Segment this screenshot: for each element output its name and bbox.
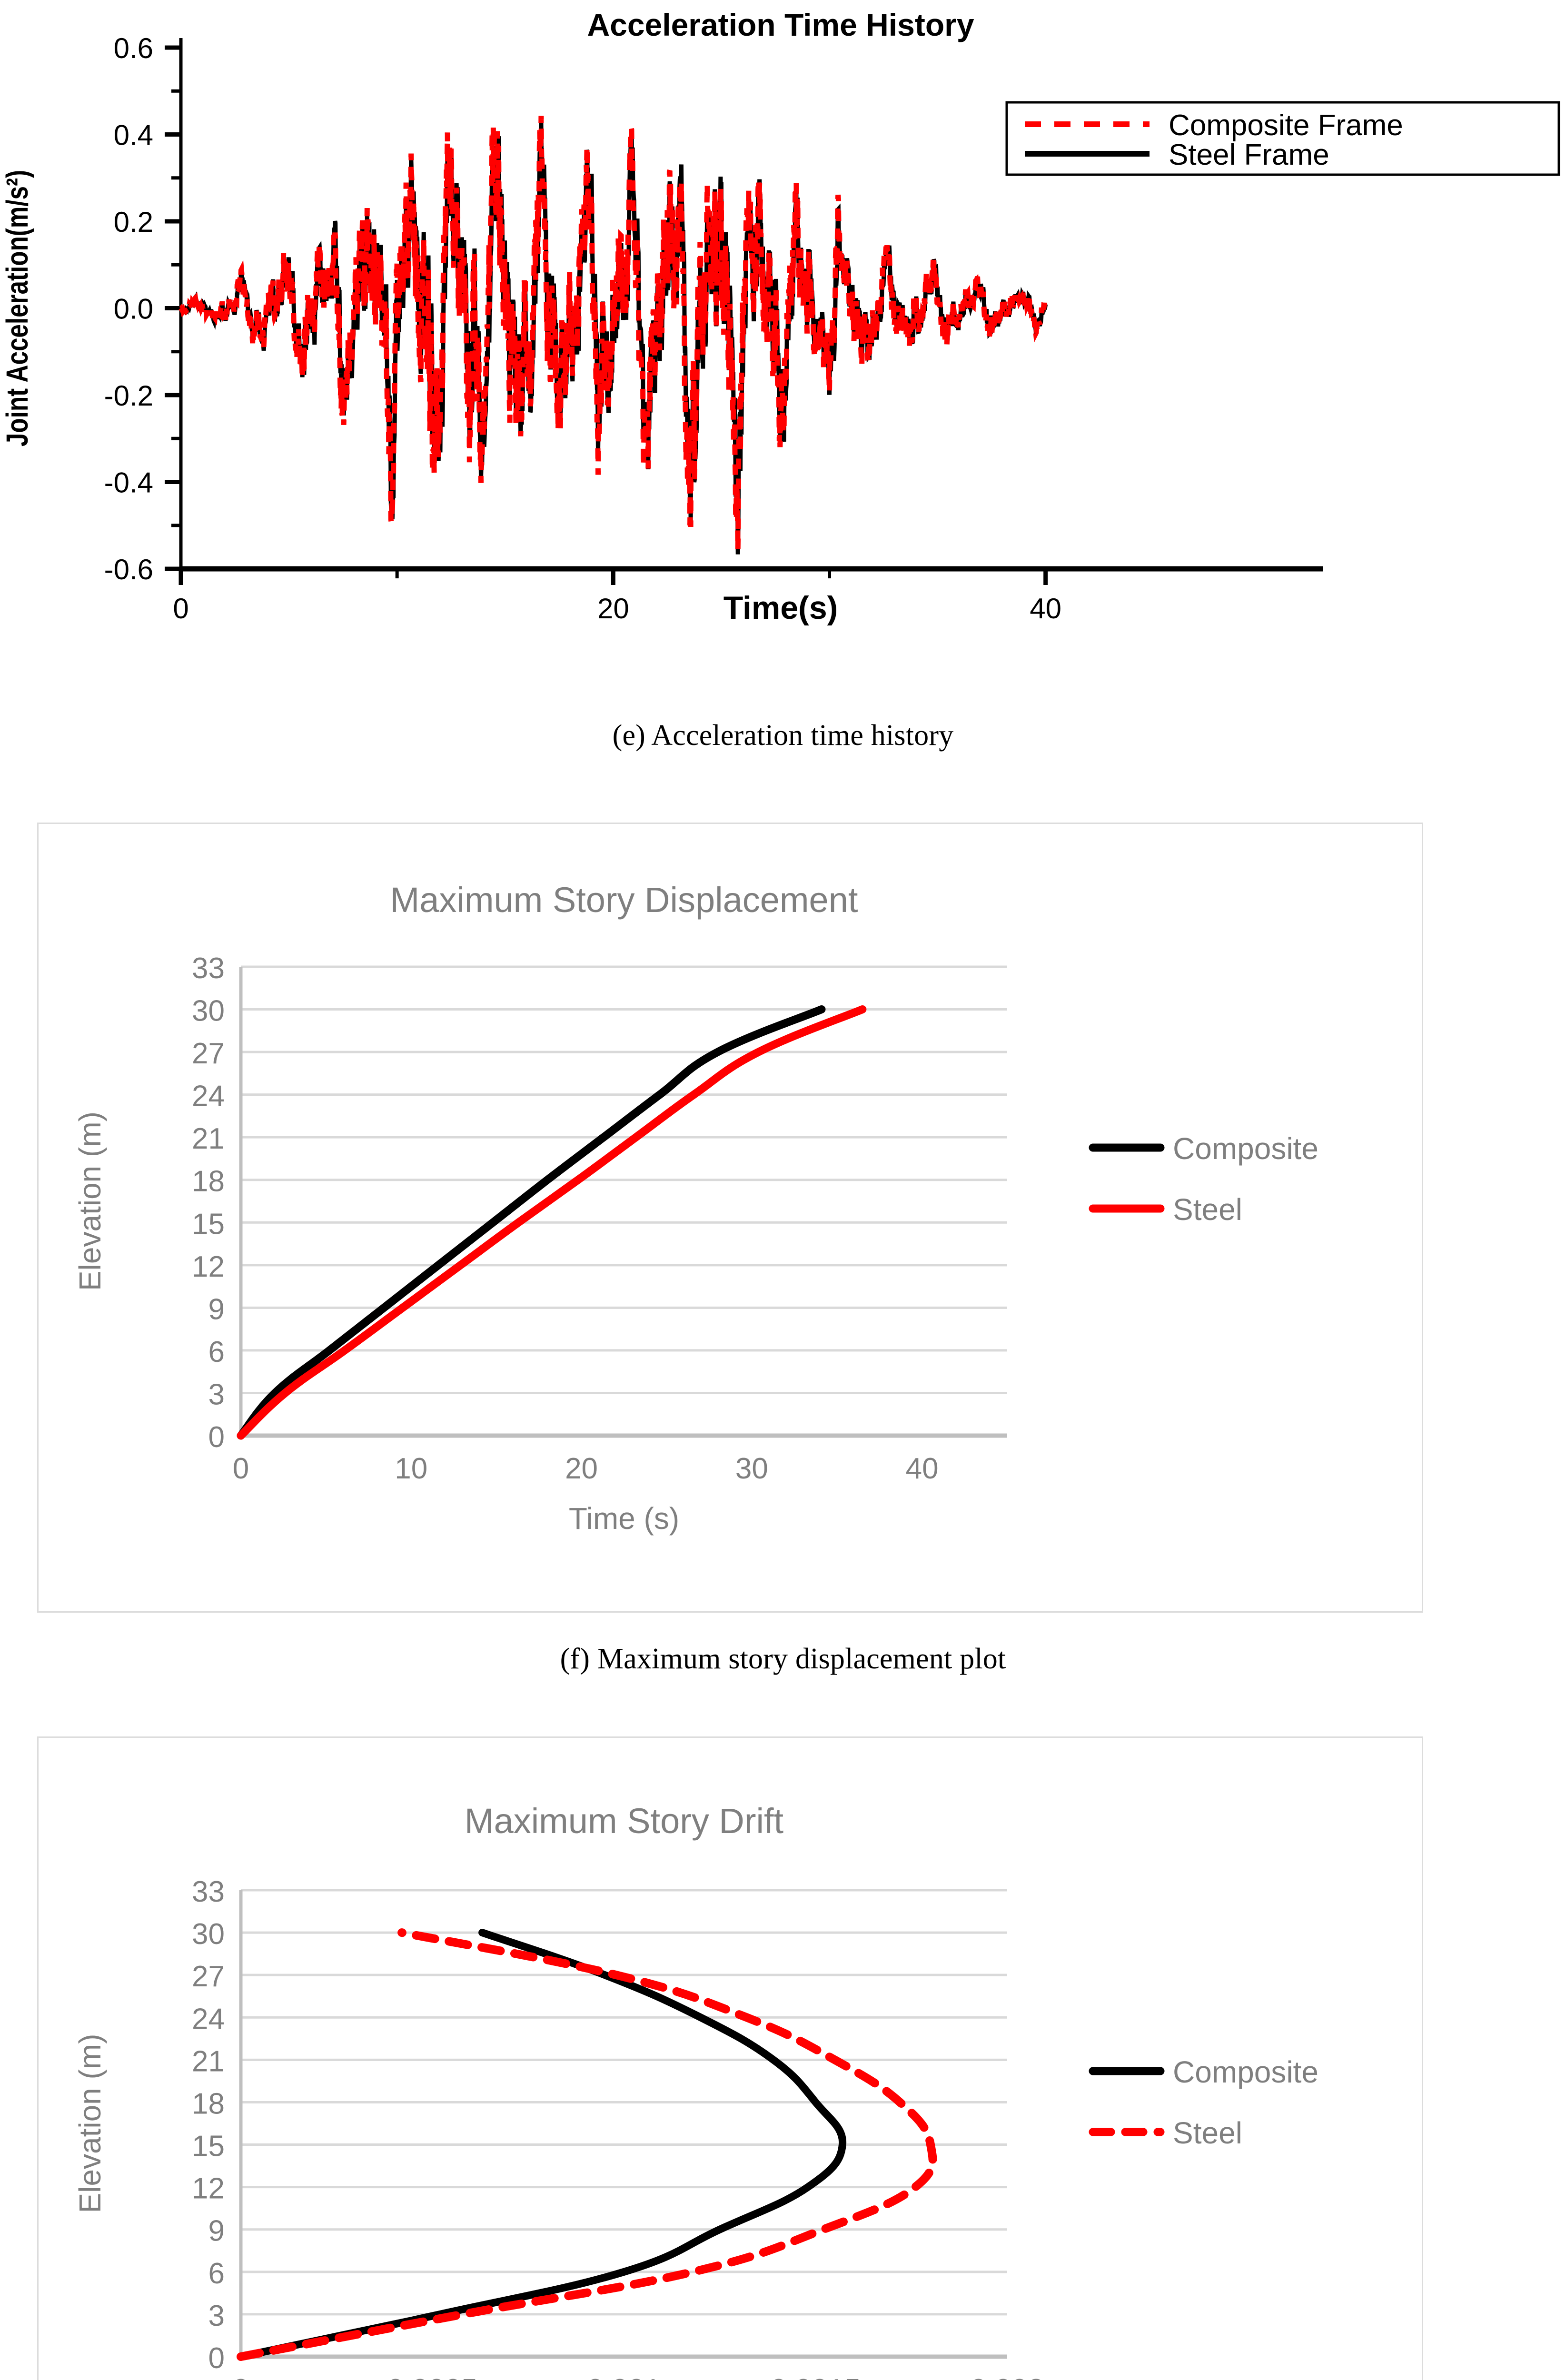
acceleration-chart-svg: Acceleration Time History -0.6 -0.4 -0.2 0.0… [1, 7, 1560, 626]
series-composite-frame [178, 116, 1049, 550]
y-axis-label: Joint Acceleration(m/s²) [1, 170, 35, 446]
legend-label: Steel Frame [1169, 139, 1329, 171]
y-axis-tick-label: 18 [192, 1165, 225, 1198]
y-axis-tick-label: -0.2 [104, 380, 153, 412]
gridlines [241, 965, 1007, 1437]
y-axis-tick-label: 33 [192, 952, 225, 985]
y-axis-tick-label: 30 [192, 1918, 225, 1951]
y-axis-tick-label: 0 [208, 1421, 225, 1454]
gridlines [241, 1889, 1007, 2358]
y-axis-tick-label: 12 [192, 1250, 225, 1283]
caption-e: (e) Acceleration time history [612, 719, 954, 752]
x-axis-tick-label: 0.001 [587, 2373, 661, 2380]
legend-item: Steel [1089, 1192, 1242, 1227]
y-axis-tick-label: 24 [192, 2003, 225, 2035]
y-axis-tick-label: 9 [208, 1293, 225, 1326]
displacement-chart-svg: Maximum Story Displacement 0 3 6 9 12 15 18 21 24… [73, 880, 1318, 1536]
x-axis-tick-label: 40 [906, 1452, 939, 1485]
y-axis-tick-label: 21 [192, 2045, 225, 2078]
legend-item: Composite [1089, 1131, 1318, 1166]
y-axis-tick-label: 3 [208, 1378, 225, 1411]
svg-text:Joint Acceleration(m/s²): Joint Acceleration(m/s²) [1, 170, 35, 446]
x-axis-tick-label: 30 [735, 1452, 768, 1485]
series-composite [237, 1929, 846, 2360]
x-axis-tick-label: 0.0015 [771, 2373, 861, 2380]
y-axis-tick-label: 12 [192, 2172, 225, 2205]
svg-text:Elevation (m): Elevation (m) [73, 1111, 107, 1291]
y-axis-tick-label: 21 [192, 1122, 225, 1155]
x-axis-tick-label: 10 [395, 1452, 427, 1485]
legend: Composite Steel [1089, 2055, 1318, 2150]
chart-title: Maximum Story Drift [465, 1801, 784, 1841]
legend-label: Composite [1173, 1131, 1318, 1166]
acceleration-time-history-chart: Acceleration Time History -0.6 -0.4 -0.2 0.0… [0, 0, 1566, 681]
svg-text:Elevation (m): Elevation (m) [73, 2034, 107, 2213]
x-axis-tick-label: 40 [1030, 593, 1061, 625]
series-composite [237, 1005, 826, 1440]
y-axis-tick-label: 3 [208, 2300, 225, 2332]
y-axis-tick-label: 24 [192, 1080, 225, 1113]
chart-title: Maximum Story Displacement [390, 880, 858, 920]
y-axis-tick-label: 15 [192, 1208, 225, 1240]
y-axis-tick-label: 9 [208, 2215, 225, 2248]
y-axis-tick-label: 6 [208, 2257, 225, 2290]
x-axis-tick-label: 0.0005 [387, 2373, 478, 2380]
series-steel [237, 1928, 937, 2361]
y-axis-label: Elevation (m) [73, 2034, 107, 2213]
maximum-story-drift-chart: Maximum Story Drift 0 3 6 9 12 15 18 21 24 27 30 33 0… [37, 1736, 1423, 2380]
x-axis-tick-label: 0 [173, 593, 188, 625]
y-axis-label: Elevation (m) [73, 1111, 107, 1291]
x-axis-label: Time(s) [724, 590, 838, 626]
y-axis-tick-label: 27 [192, 1037, 225, 1070]
y-axis-tick-label: -0.6 [104, 554, 153, 585]
legend-item: Composite Frame [1025, 109, 1403, 142]
y-axis-tick-label: 0.6 [114, 32, 153, 64]
x-axis-tick-label: 20 [597, 593, 629, 625]
series-steel [237, 1005, 867, 1440]
x-axis-tick-label: 0 [233, 2373, 249, 2380]
x-axis-tick-label: 0.002 [970, 2373, 1044, 2380]
legend-label: Steel [1173, 1192, 1242, 1227]
legend-item: Steel Frame [1025, 139, 1329, 171]
x-axis-tick-label: 0 [233, 1452, 249, 1485]
axes [165, 38, 1323, 585]
y-axis-tick-label: 0.0 [114, 293, 153, 325]
axes [239, 967, 1007, 1438]
y-axis-tick-label: 0 [208, 2342, 225, 2375]
y-axis-tick-label: 15 [192, 2130, 225, 2163]
y-axis-tick-label: 6 [208, 1336, 225, 1368]
x-axis-label: Time (s) [569, 1501, 679, 1536]
legend-label: Composite [1173, 2055, 1318, 2089]
axes [239, 1890, 1007, 2359]
chart-title: Acceleration Time History [587, 7, 974, 42]
legend-label: Steel [1173, 2116, 1242, 2150]
y-axis-tick-label: 30 [192, 995, 225, 1028]
legend: Composite Steel [1089, 1131, 1318, 1227]
x-axis-tick-label: 20 [565, 1452, 598, 1485]
y-axis-tick-label: 0.4 [114, 119, 153, 151]
legend-label: Composite Frame [1169, 109, 1403, 142]
y-axis-tick-label: 33 [192, 1875, 225, 1908]
caption-f: (f) Maximum story displacement plot [560, 1643, 1006, 1675]
series-steel-frame [179, 121, 1048, 555]
drift-chart-svg: Maximum Story Drift 0 3 6 9 12 15 18 21 24 27 30 33 0… [73, 1801, 1318, 2380]
legend-item: Steel [1089, 2116, 1242, 2150]
y-axis-tick-label: 27 [192, 1960, 225, 1993]
y-axis-tick-label: 18 [192, 2087, 225, 2120]
maximum-story-displacement-chart: Maximum Story Displacement 0 3 6 9 12 15 18 21 24… [37, 823, 1423, 1613]
y-axis-tick-label: -0.4 [104, 467, 153, 499]
legend-item: Composite [1089, 2055, 1318, 2089]
y-axis-tick-label: 0.2 [114, 206, 153, 238]
